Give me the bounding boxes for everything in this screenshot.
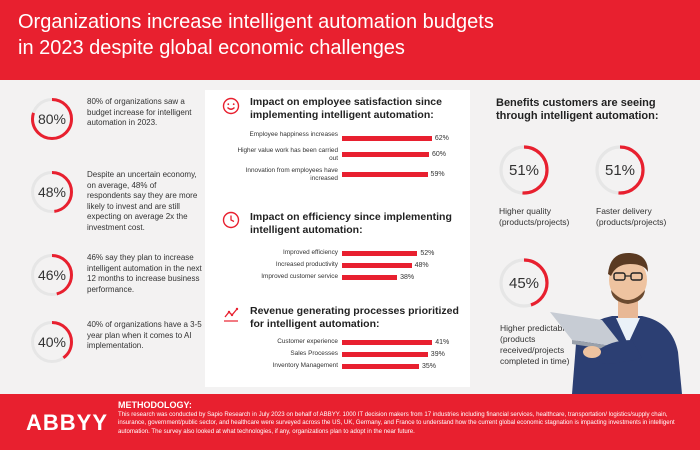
satisfaction-bar-value-1: 62% xyxy=(434,134,449,142)
benefit-ring-3: 45% xyxy=(498,257,550,309)
stat-block-2: 48% Despite an uncertain economy, on ave… xyxy=(30,170,197,232)
stat-value-2: 48% xyxy=(37,184,67,200)
stat-text-3: 46% say they plan to increase intelligen… xyxy=(87,253,202,294)
benefits-title: Benefits customers are seeing through in… xyxy=(496,97,659,122)
benefit-label-2: Faster delivery (products/projects) xyxy=(596,206,667,227)
revenue-bar-value-1: 41% xyxy=(435,338,450,346)
revenue-title: Revenue generating processes prioritized… xyxy=(250,305,459,330)
clock-icon xyxy=(222,211,240,229)
page-title-line-2: in 2023 despite global economic challeng… xyxy=(18,37,405,59)
stat-text-1: 80% of organizations saw a budget increa… xyxy=(87,97,192,127)
stat-block-1: 80% 80% of organizations saw a budget in… xyxy=(30,97,195,157)
abbyy-logo: ABBYY xyxy=(26,410,109,435)
satisfaction-bar-value-3: 59% xyxy=(430,170,445,178)
stat-text-4: 40% of organizations have a 3-5 year pla… xyxy=(87,320,202,350)
satisfaction-title: Impact on employee satisfaction since im… xyxy=(250,96,442,121)
efficiency-bar-label-1: Improved efficiency xyxy=(283,249,338,256)
methodology-heading: METHODOLOGY: xyxy=(118,400,192,410)
stat-ring-3: 46% xyxy=(30,253,74,297)
revenue-bar-value-2: 39% xyxy=(430,350,445,358)
efficiency-bar-1 xyxy=(342,251,418,256)
methodology-text: This research was conducted by Sapio Res… xyxy=(118,411,675,435)
satisfaction-bar-1 xyxy=(342,136,432,141)
person-with-laptop-illustration xyxy=(550,252,682,394)
benefit-value-2: 51% xyxy=(604,161,636,179)
stat-block-4: 40% 40% of organizations have a 3-5 year… xyxy=(30,320,202,380)
efficiency-bar-value-3: 38% xyxy=(400,273,415,281)
stat-value-3: 46% xyxy=(37,267,67,283)
stat-ring-1: 80% xyxy=(30,97,74,141)
satisfaction-bar-label-1: Employee happiness increases xyxy=(249,131,338,138)
efficiency-title: Impact on efficiency since implementing … xyxy=(250,211,452,236)
benefit-label-1: Higher quality (products/projects) xyxy=(499,206,570,227)
revenue-bar-1 xyxy=(342,340,433,345)
page-title-line-1: Organizations increase intelligent autom… xyxy=(18,11,494,33)
smiley-icon xyxy=(222,97,240,115)
benefit-value-1: 51% xyxy=(508,161,540,179)
revenue-bar-label-3: Inventory Management xyxy=(272,362,338,369)
stat-ring-4: 40% xyxy=(30,320,74,364)
benefit-ring-2: 51% xyxy=(594,144,646,196)
satisfaction-bar-label-3: Innovation from employees have increased xyxy=(245,167,338,182)
stat-value-1: 80% xyxy=(37,111,67,127)
efficiency-bar-label-2: Increased productivity xyxy=(275,261,338,268)
satisfaction-bar-3 xyxy=(342,172,428,177)
footer-banner: ABBYY METHODOLOGY: This research was con… xyxy=(0,394,700,450)
satisfaction-bar-value-2: 60% xyxy=(432,150,447,158)
benefit-label-3: Higher predictability (products received… xyxy=(500,323,575,366)
header-banner: Organizations increase intelligent autom… xyxy=(0,0,700,80)
efficiency-bar-2 xyxy=(342,263,412,268)
benefit-ring-1: 51% xyxy=(498,144,550,196)
revenue-bar-label-2: Sales Processes xyxy=(290,350,338,357)
satisfaction-bar-2 xyxy=(342,152,429,157)
satisfaction-bar-label-2: Higher value work has been carried out xyxy=(237,147,338,162)
benefit-value-3: 45% xyxy=(508,274,540,292)
revenue-bar-label-1: Customer experience xyxy=(277,338,338,345)
stat-text-2: Despite an uncertain economy, on average… xyxy=(87,170,198,232)
efficiency-bar-value-1: 52% xyxy=(420,249,435,257)
trend-chart-icon xyxy=(224,307,239,322)
stat-block-3: 46% 46% say they plan to increase intell… xyxy=(30,253,202,313)
efficiency-bar-value-2: 48% xyxy=(414,261,429,269)
efficiency-bar-3 xyxy=(342,275,398,280)
revenue-bar-2 xyxy=(342,352,428,357)
revenue-bar-3 xyxy=(342,364,419,369)
stat-ring-2: 48% xyxy=(30,170,74,214)
revenue-bar-value-3: 35% xyxy=(422,362,437,370)
stat-value-4: 40% xyxy=(37,334,67,350)
efficiency-bar-label-3: Improved customer service xyxy=(261,273,338,280)
